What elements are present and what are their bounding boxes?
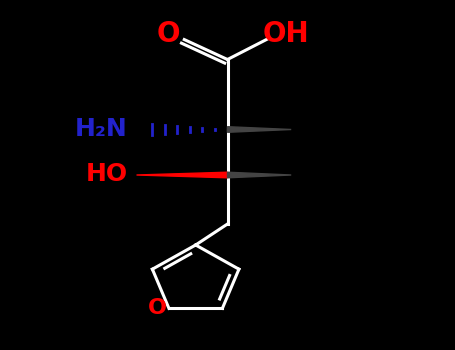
Text: OH: OH [263, 20, 309, 48]
Polygon shape [136, 172, 228, 178]
Text: HO: HO [85, 162, 127, 186]
Text: O: O [157, 20, 180, 48]
Text: O: O [148, 298, 167, 318]
Polygon shape [228, 172, 291, 178]
Text: H₂N: H₂N [75, 117, 127, 141]
Polygon shape [228, 127, 291, 132]
